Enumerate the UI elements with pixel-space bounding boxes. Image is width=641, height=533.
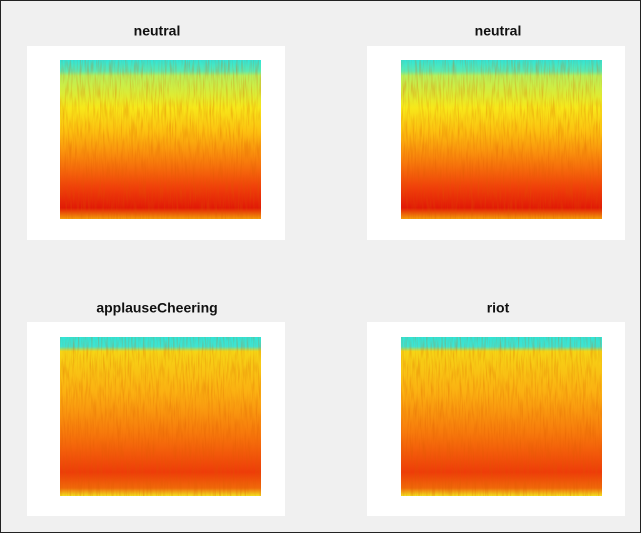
spectrogram-texture — [401, 337, 602, 496]
panel: applauseCheering — [27, 300, 285, 516]
figure: neutral neutral applauseCheering riot — [0, 0, 641, 533]
spectrogram-texture — [60, 337, 261, 496]
panel-title: applauseCheering — [96, 300, 217, 316]
panel: neutral — [27, 23, 285, 240]
panel-title: neutral — [475, 23, 522, 39]
panel-title: neutral — [134, 23, 181, 39]
panel: neutral — [367, 23, 625, 240]
panel-title: riot — [487, 300, 510, 316]
spectrogram-texture — [60, 60, 261, 219]
spectrogram-texture — [401, 60, 602, 219]
panel: riot — [367, 300, 625, 516]
